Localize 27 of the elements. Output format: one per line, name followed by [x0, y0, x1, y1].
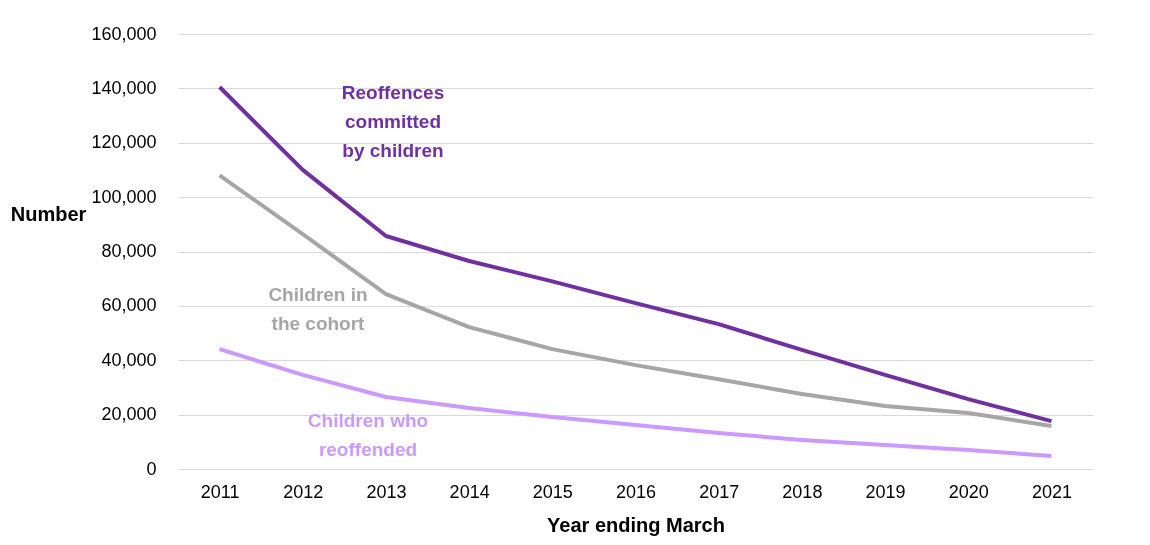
- y-tick-label: 100,000: [91, 186, 157, 207]
- x-tick-label: 2019: [865, 481, 906, 502]
- x-tick-label: 2015: [532, 481, 573, 502]
- x-tick-label: 2017: [699, 481, 740, 502]
- series-label: Children in the cohort: [268, 284, 368, 334]
- y-tick-label: 80,000: [101, 241, 157, 261]
- y-axis-title: Number: [10, 202, 87, 225]
- y-tick-label: 40,000: [101, 349, 157, 370]
- x-tick-label: 2011: [200, 481, 240, 502]
- y-tick-label: 160,000: [91, 23, 157, 44]
- x-tick-label: 2020: [948, 481, 989, 502]
- x-axis-title: Year ending March: [547, 513, 725, 536]
- x-tick-label: 2013: [366, 481, 407, 502]
- line-series: [217, 347, 1054, 458]
- line-series: [217, 173, 1054, 429]
- y-tick-label: 140,000: [91, 77, 157, 98]
- y-tick-label: 60,000: [101, 295, 157, 316]
- x-tick-label: 2014: [449, 481, 490, 502]
- x-tick-label: 2016: [615, 481, 657, 502]
- series-label: Reoffences committed by children: [341, 82, 445, 161]
- y-tick-label: 120,000: [91, 132, 157, 153]
- series-label: Children who reoffended: [307, 410, 429, 460]
- x-tick-label: 2021: [1031, 481, 1072, 502]
- y-tick-label: 20,000: [101, 404, 157, 425]
- x-tick-label: 2018: [782, 481, 823, 502]
- y-tick-label: 0: [146, 458, 157, 479]
- x-tick-label: 2012: [283, 481, 324, 502]
